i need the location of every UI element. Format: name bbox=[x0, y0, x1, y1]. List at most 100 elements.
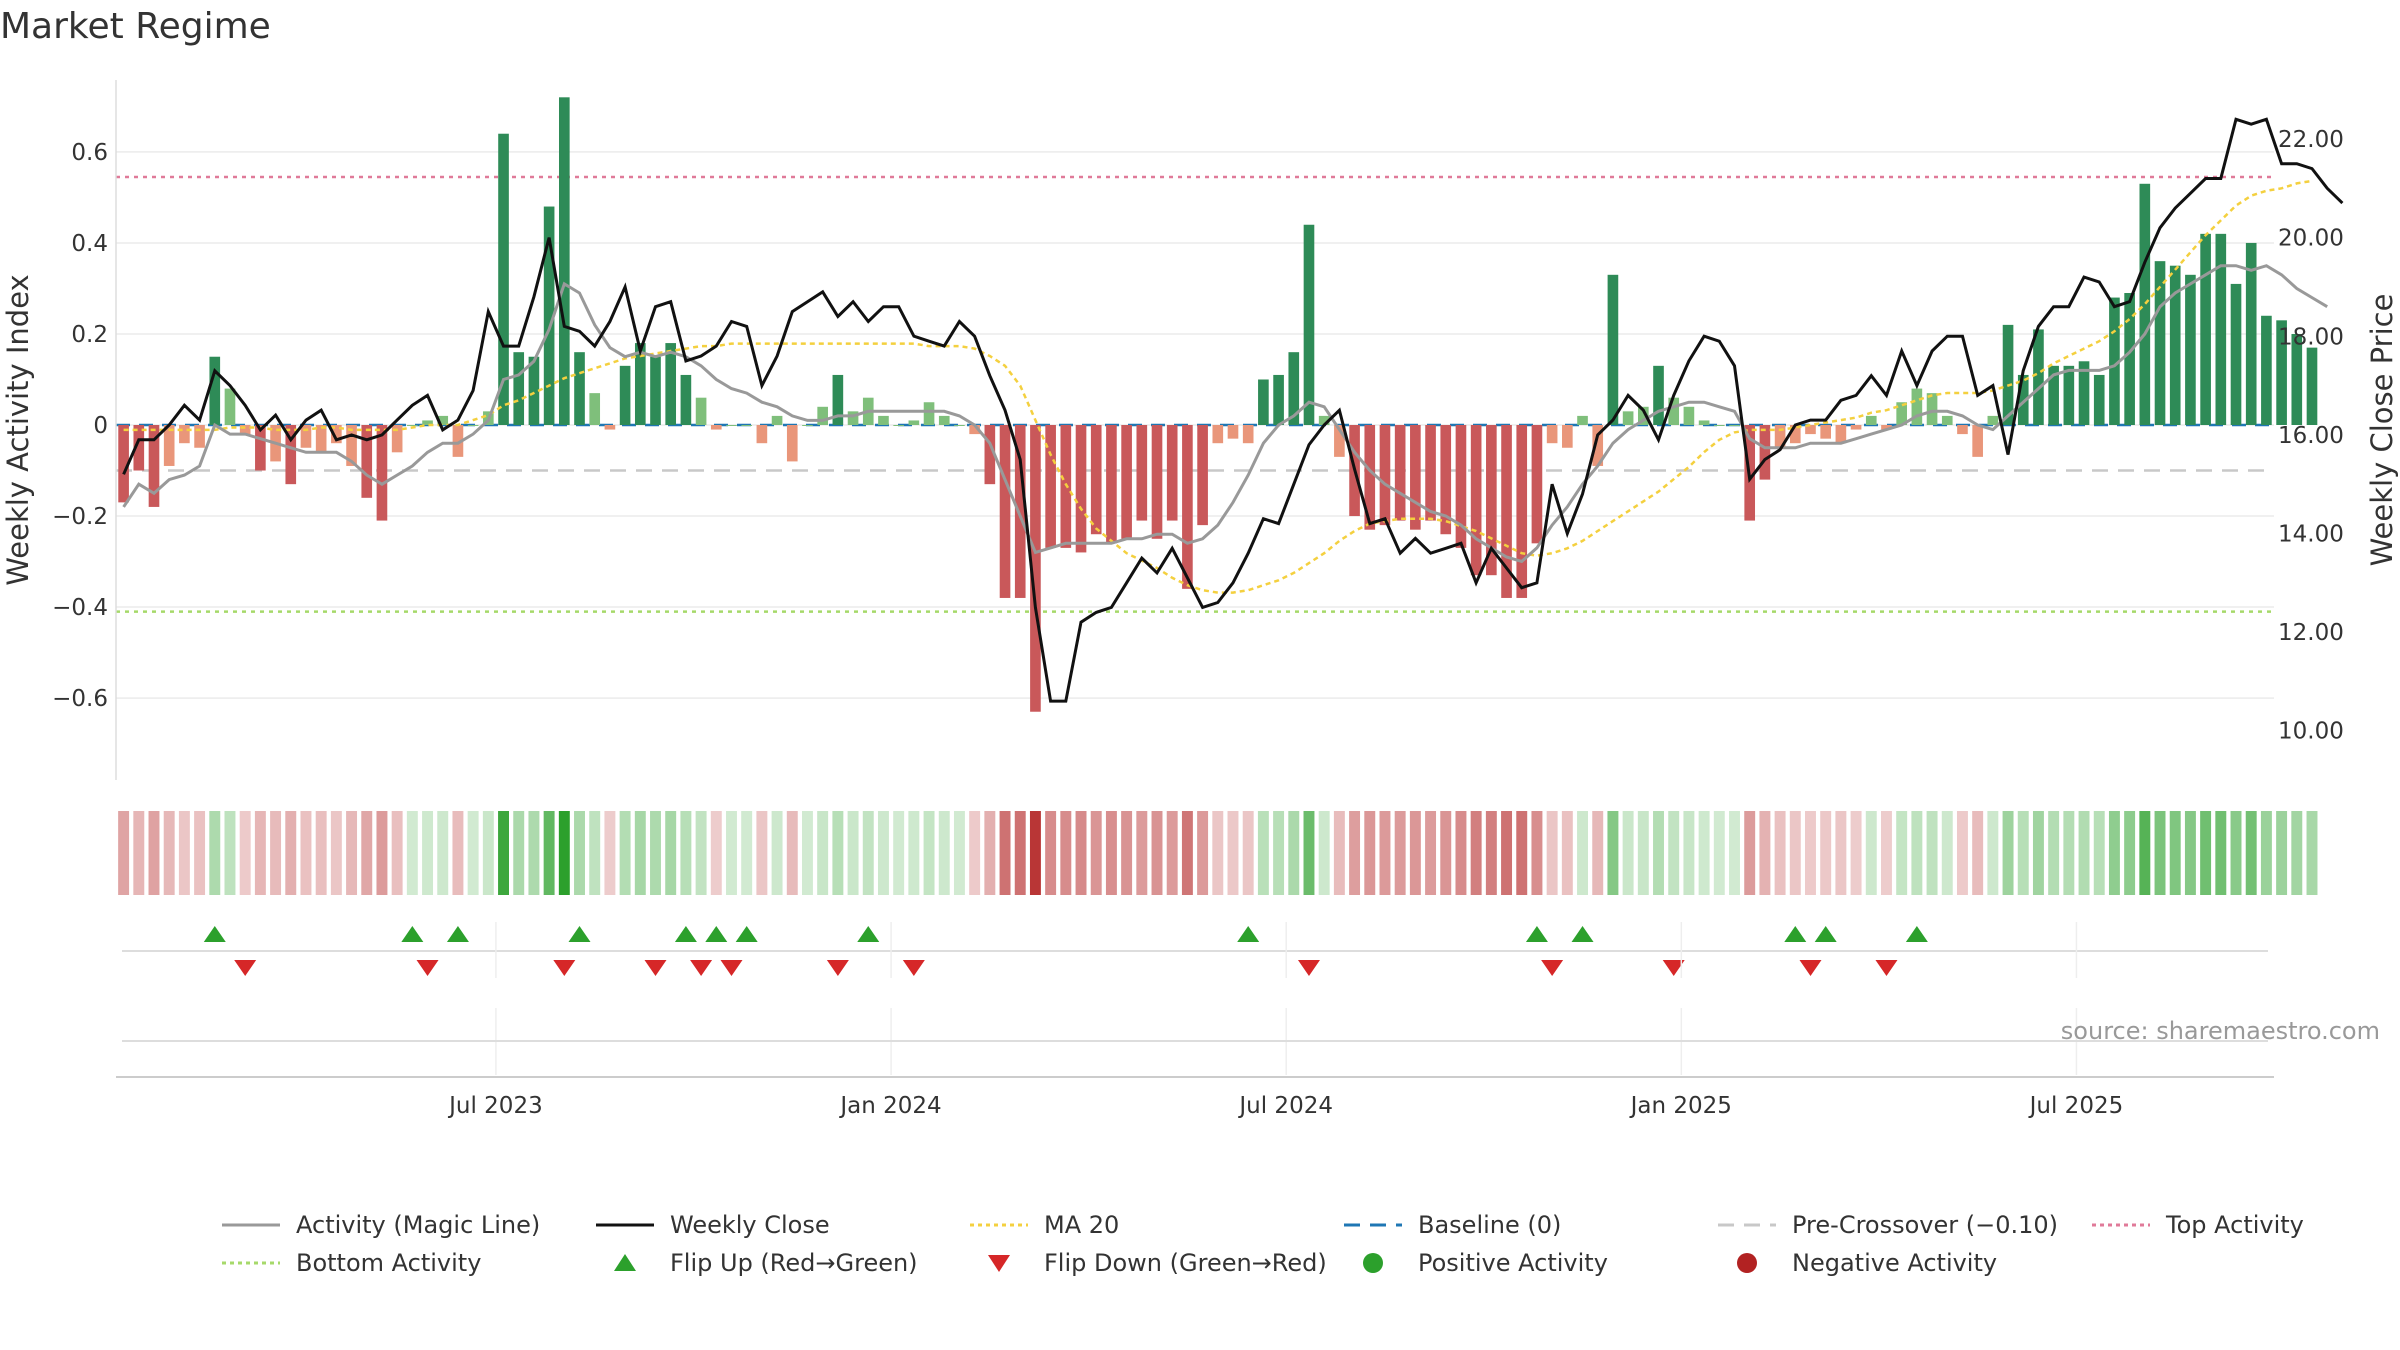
regime-cell bbox=[1668, 811, 1680, 895]
regime-cell bbox=[2276, 811, 2288, 895]
activity-bar bbox=[2124, 293, 2135, 425]
activity-bar bbox=[407, 425, 418, 426]
regime-cell bbox=[2139, 811, 2151, 895]
activity-bar bbox=[1273, 374, 1284, 425]
regime-cell bbox=[2154, 811, 2166, 895]
regime-cell bbox=[1516, 811, 1528, 895]
activity-bar bbox=[2245, 242, 2257, 425]
regime-cell bbox=[1470, 811, 1482, 895]
regime-cell bbox=[1440, 811, 1452, 895]
flip-down-marker bbox=[902, 960, 925, 976]
activity-bar bbox=[361, 425, 373, 498]
y2-tick-label: 12.00 bbox=[2278, 620, 2344, 646]
activity-bar bbox=[2078, 361, 2090, 425]
activity-bar bbox=[255, 425, 266, 471]
regime-cell bbox=[1288, 811, 1300, 895]
flip-down-marker bbox=[1662, 960, 1685, 976]
y-tick-label: −0.6 bbox=[52, 686, 108, 712]
legend-label: Bottom Activity bbox=[296, 1249, 481, 1277]
series-lines bbox=[122, 117, 2344, 703]
regime-cell bbox=[1409, 811, 1421, 895]
activity-bar bbox=[1379, 425, 1391, 526]
regime-cell bbox=[209, 811, 221, 895]
regime-cell bbox=[1257, 811, 1269, 895]
regime-cell bbox=[1972, 811, 1984, 895]
activity-bar bbox=[2261, 315, 2272, 425]
ma20-line bbox=[123, 179, 2313, 594]
x-axis: Jul 2023 Jan 2024 Jul 2024 Jan 2025 Jul 2025 bbox=[116, 922, 2274, 1119]
legend-item: Positive Activity bbox=[1363, 1249, 1608, 1277]
legend-label: Pre-Crossover (−0.10) bbox=[1792, 1211, 2058, 1239]
activity-bar bbox=[1470, 425, 1482, 576]
activity-bar bbox=[695, 397, 707, 425]
activity-bar bbox=[1546, 425, 1558, 444]
regime-cell bbox=[726, 811, 737, 895]
y2-axis-label: Weekly Close Price bbox=[2365, 294, 2399, 567]
regime-cell bbox=[1485, 811, 1497, 895]
y2-tick-label: 10.00 bbox=[2278, 719, 2344, 745]
regime-cell bbox=[938, 811, 950, 895]
regime-cell bbox=[741, 811, 753, 895]
regime-cell bbox=[1941, 811, 1953, 895]
activity-bar bbox=[2139, 183, 2151, 425]
regime-cell bbox=[923, 811, 935, 895]
activity-bar bbox=[1683, 406, 1695, 425]
activity-bar bbox=[1789, 425, 1801, 444]
regime-cell bbox=[558, 811, 570, 895]
regime-cell bbox=[1698, 811, 1710, 895]
regime-cell bbox=[862, 811, 874, 895]
flip-up-marker bbox=[1237, 926, 1260, 942]
activity-bar bbox=[1835, 425, 1847, 444]
regime-cell bbox=[148, 811, 160, 895]
source-label: source: sharemaestro.com bbox=[2061, 1017, 2380, 1045]
activity-bar bbox=[1774, 425, 1786, 448]
activity-bar bbox=[1045, 425, 1056, 548]
regime-cell bbox=[1212, 811, 1224, 895]
activity-bar bbox=[1030, 425, 1041, 712]
activity-bar bbox=[893, 425, 904, 426]
regime-cell bbox=[452, 811, 464, 895]
regime-cell bbox=[2124, 811, 2136, 895]
activity-bar bbox=[1501, 425, 1512, 598]
regime-cell bbox=[1653, 811, 1664, 895]
activity-bar bbox=[938, 415, 950, 425]
activity-bar bbox=[1364, 425, 1376, 530]
regime-cell bbox=[1394, 811, 1406, 895]
activity-bar bbox=[2109, 297, 2120, 425]
activity-bar bbox=[1896, 402, 1907, 425]
flip-up-marker bbox=[1525, 926, 1548, 942]
activity-bars bbox=[118, 97, 2318, 712]
regime-cell bbox=[817, 811, 829, 895]
legend-label: Weekly Close bbox=[670, 1211, 830, 1239]
activity-bar bbox=[1759, 425, 1771, 480]
flip-up-marker bbox=[1784, 926, 1807, 942]
activity-bar bbox=[2276, 320, 2287, 425]
x-tick-label: Jul 2025 bbox=[2028, 1093, 2124, 1119]
activity-bar bbox=[1881, 425, 1892, 430]
y2-tick-label: 20.00 bbox=[2278, 226, 2344, 252]
regime-cell bbox=[1242, 811, 1254, 895]
legend-item: Activity (Magic Line) bbox=[222, 1211, 540, 1239]
activity-bar bbox=[1865, 415, 1877, 425]
regime-cell bbox=[1561, 811, 1573, 895]
regime-cell bbox=[254, 811, 266, 895]
activity-bar bbox=[923, 402, 935, 425]
x-tick-label: Jul 2023 bbox=[447, 1093, 543, 1119]
regime-cell bbox=[1090, 811, 1102, 895]
flip-up-marker bbox=[1905, 926, 1928, 942]
flip-down-marker bbox=[1799, 960, 1822, 976]
regime-cell bbox=[786, 811, 798, 895]
flip-up-marker bbox=[446, 926, 469, 942]
activity-bar bbox=[1166, 425, 1178, 521]
regime-cell bbox=[1865, 811, 1877, 895]
regime-cell bbox=[1881, 811, 1892, 895]
activity-bar bbox=[1182, 425, 1193, 589]
activity-bar bbox=[2093, 374, 2105, 425]
regime-cell bbox=[1622, 811, 1634, 895]
activity-bar bbox=[376, 425, 388, 521]
regime-cell bbox=[999, 811, 1011, 895]
regime-cell bbox=[346, 811, 358, 895]
regime-cell bbox=[406, 811, 418, 895]
flip-down-marker bbox=[553, 960, 576, 976]
